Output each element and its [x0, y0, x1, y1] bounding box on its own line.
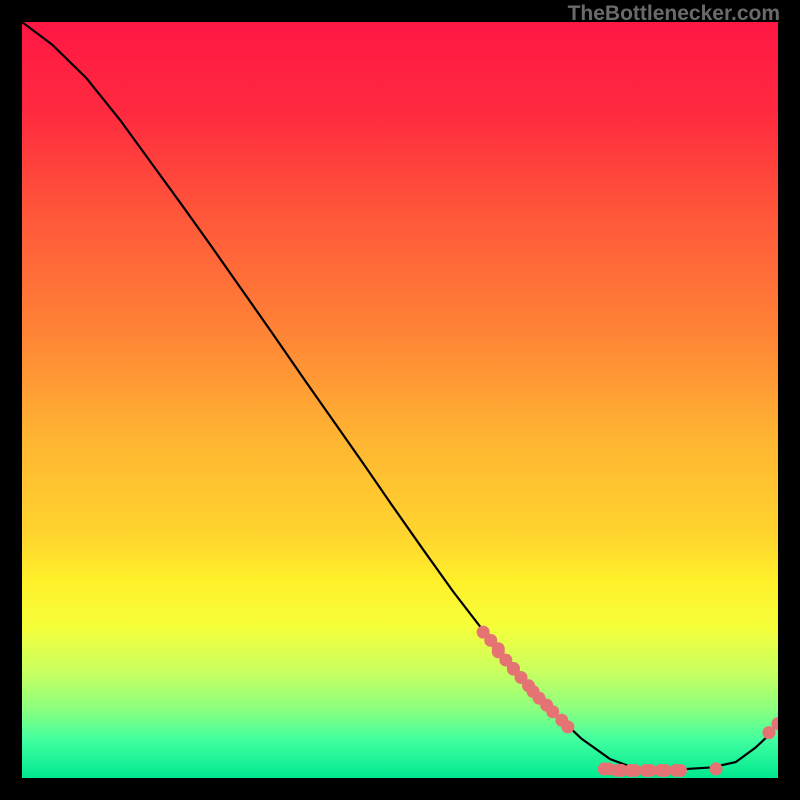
plot-background	[22, 22, 778, 778]
plot-svg	[22, 22, 778, 778]
chart-container: TheBottlenecker.com	[0, 0, 800, 800]
watermark-text: TheBottlenecker.com	[568, 2, 780, 26]
data-marker	[561, 720, 574, 733]
data-marker	[710, 762, 723, 775]
data-marker	[674, 764, 687, 777]
